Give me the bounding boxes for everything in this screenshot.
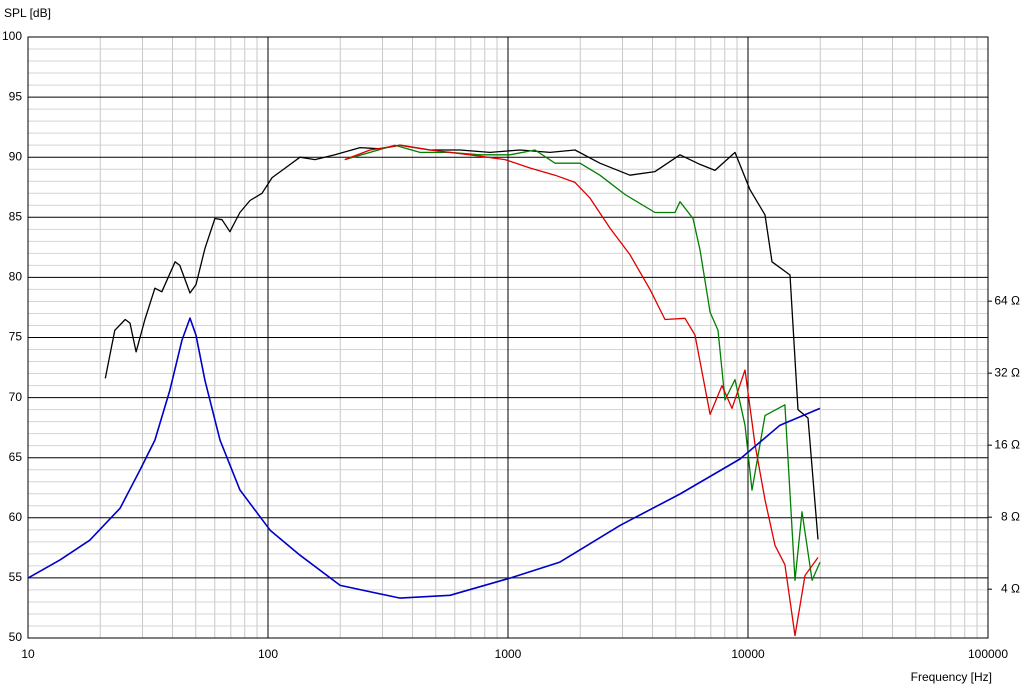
y-tick-label: 80 [9,270,23,284]
x-tick-label: 100 [258,647,278,661]
y2-tick-label: 8 Ω [1001,509,1020,523]
series-line [344,144,821,581]
y2-tick-label: 16 Ω [994,437,1020,451]
y-tick-label: 90 [9,149,23,163]
y2-tick-label: 64 Ω [994,293,1020,307]
y-tick-label: 55 [9,570,23,584]
y2-tick-label: 4 Ω [1001,581,1020,595]
x-tick-label: 10000 [731,647,765,661]
y2-tick-label: 32 Ω [994,365,1020,379]
series-line [344,144,819,637]
y-tick-label: 75 [9,330,23,344]
y-tick-label: 50 [9,630,23,644]
y-tick-label: 60 [9,510,23,524]
y-tick-label: 95 [9,89,23,103]
x-tick-label: 10 [21,647,35,661]
y-tick-label: 65 [9,450,23,464]
x-tick-label: 100000 [968,647,1008,661]
plot-frame [27,36,989,639]
y-tick-label: 70 [9,390,23,404]
y-axis-label: SPL [dB] [4,6,51,20]
y-tick-label: 85 [9,209,23,223]
x-axis-label: Frequency [Hz] [911,670,992,684]
series-line [104,144,819,540]
y-tick-label: 100 [2,29,22,43]
x-tick-label: 1000 [495,647,522,661]
series-line [27,317,821,599]
